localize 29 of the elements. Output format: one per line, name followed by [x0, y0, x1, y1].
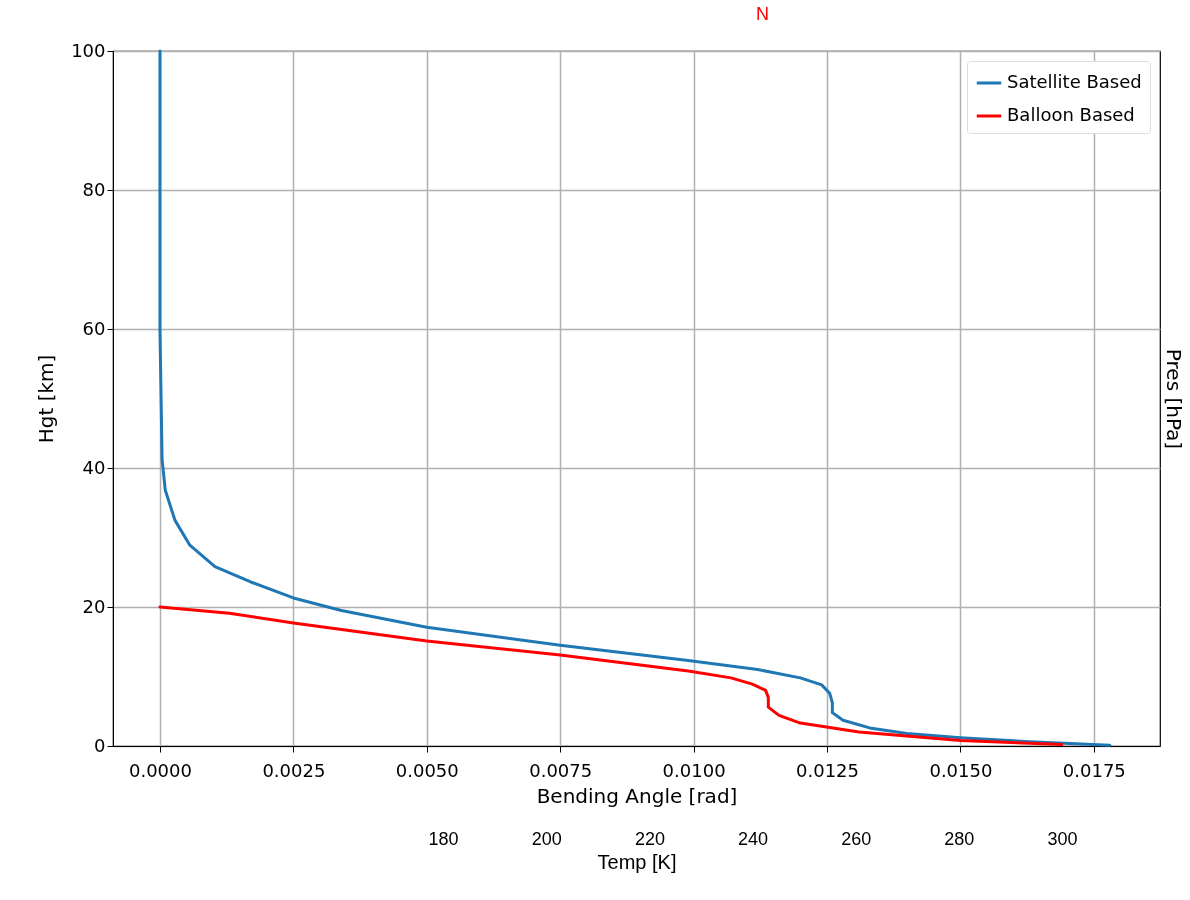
x2-tick-label: 300 [1047, 828, 1078, 849]
x2-tick-label: 180 [428, 828, 459, 849]
y-tick-label: 20 [82, 595, 106, 617]
x2-tick-label: 200 [531, 828, 562, 849]
legend-label: Satellite Based [1007, 71, 1142, 92]
y-tick-label: 80 [82, 178, 106, 200]
x2-tick-label: 280 [944, 828, 975, 849]
text: N [756, 4, 769, 24]
x-tick-label: 0.0175 [1062, 759, 1126, 781]
x-tick-label: 0.0000 [128, 759, 192, 781]
y-tick-label: 0 [94, 734, 106, 756]
legend-label: Balloon Based [1007, 104, 1135, 125]
y-tick-label: 40 [82, 456, 106, 478]
x2-tick-label: 260 [841, 828, 872, 849]
x2-tick-label: 240 [738, 828, 769, 849]
y2-axis-title: Pres [hPa] [1161, 348, 1186, 450]
x-tick-label: 0.0075 [529, 759, 593, 781]
x2-tick-label: 220 [634, 828, 665, 849]
line-series [158, 605, 1064, 747]
y-tick-label: 60 [82, 317, 106, 339]
x2-axis-title: Temp [K] [597, 850, 677, 873]
x-tick-label: 0.0150 [929, 759, 993, 781]
y-axis-title: Hgt [km] [34, 354, 59, 444]
x-tick-label: 0.0125 [796, 759, 859, 781]
x-tick-label: 0.0025 [262, 759, 326, 781]
x-tick-label: 0.0100 [662, 759, 726, 781]
x-tick-label: 0.0050 [395, 759, 459, 781]
y-tick-label: 100 [71, 39, 106, 61]
x-axis-title: Bending Angle [rad] [536, 783, 738, 808]
